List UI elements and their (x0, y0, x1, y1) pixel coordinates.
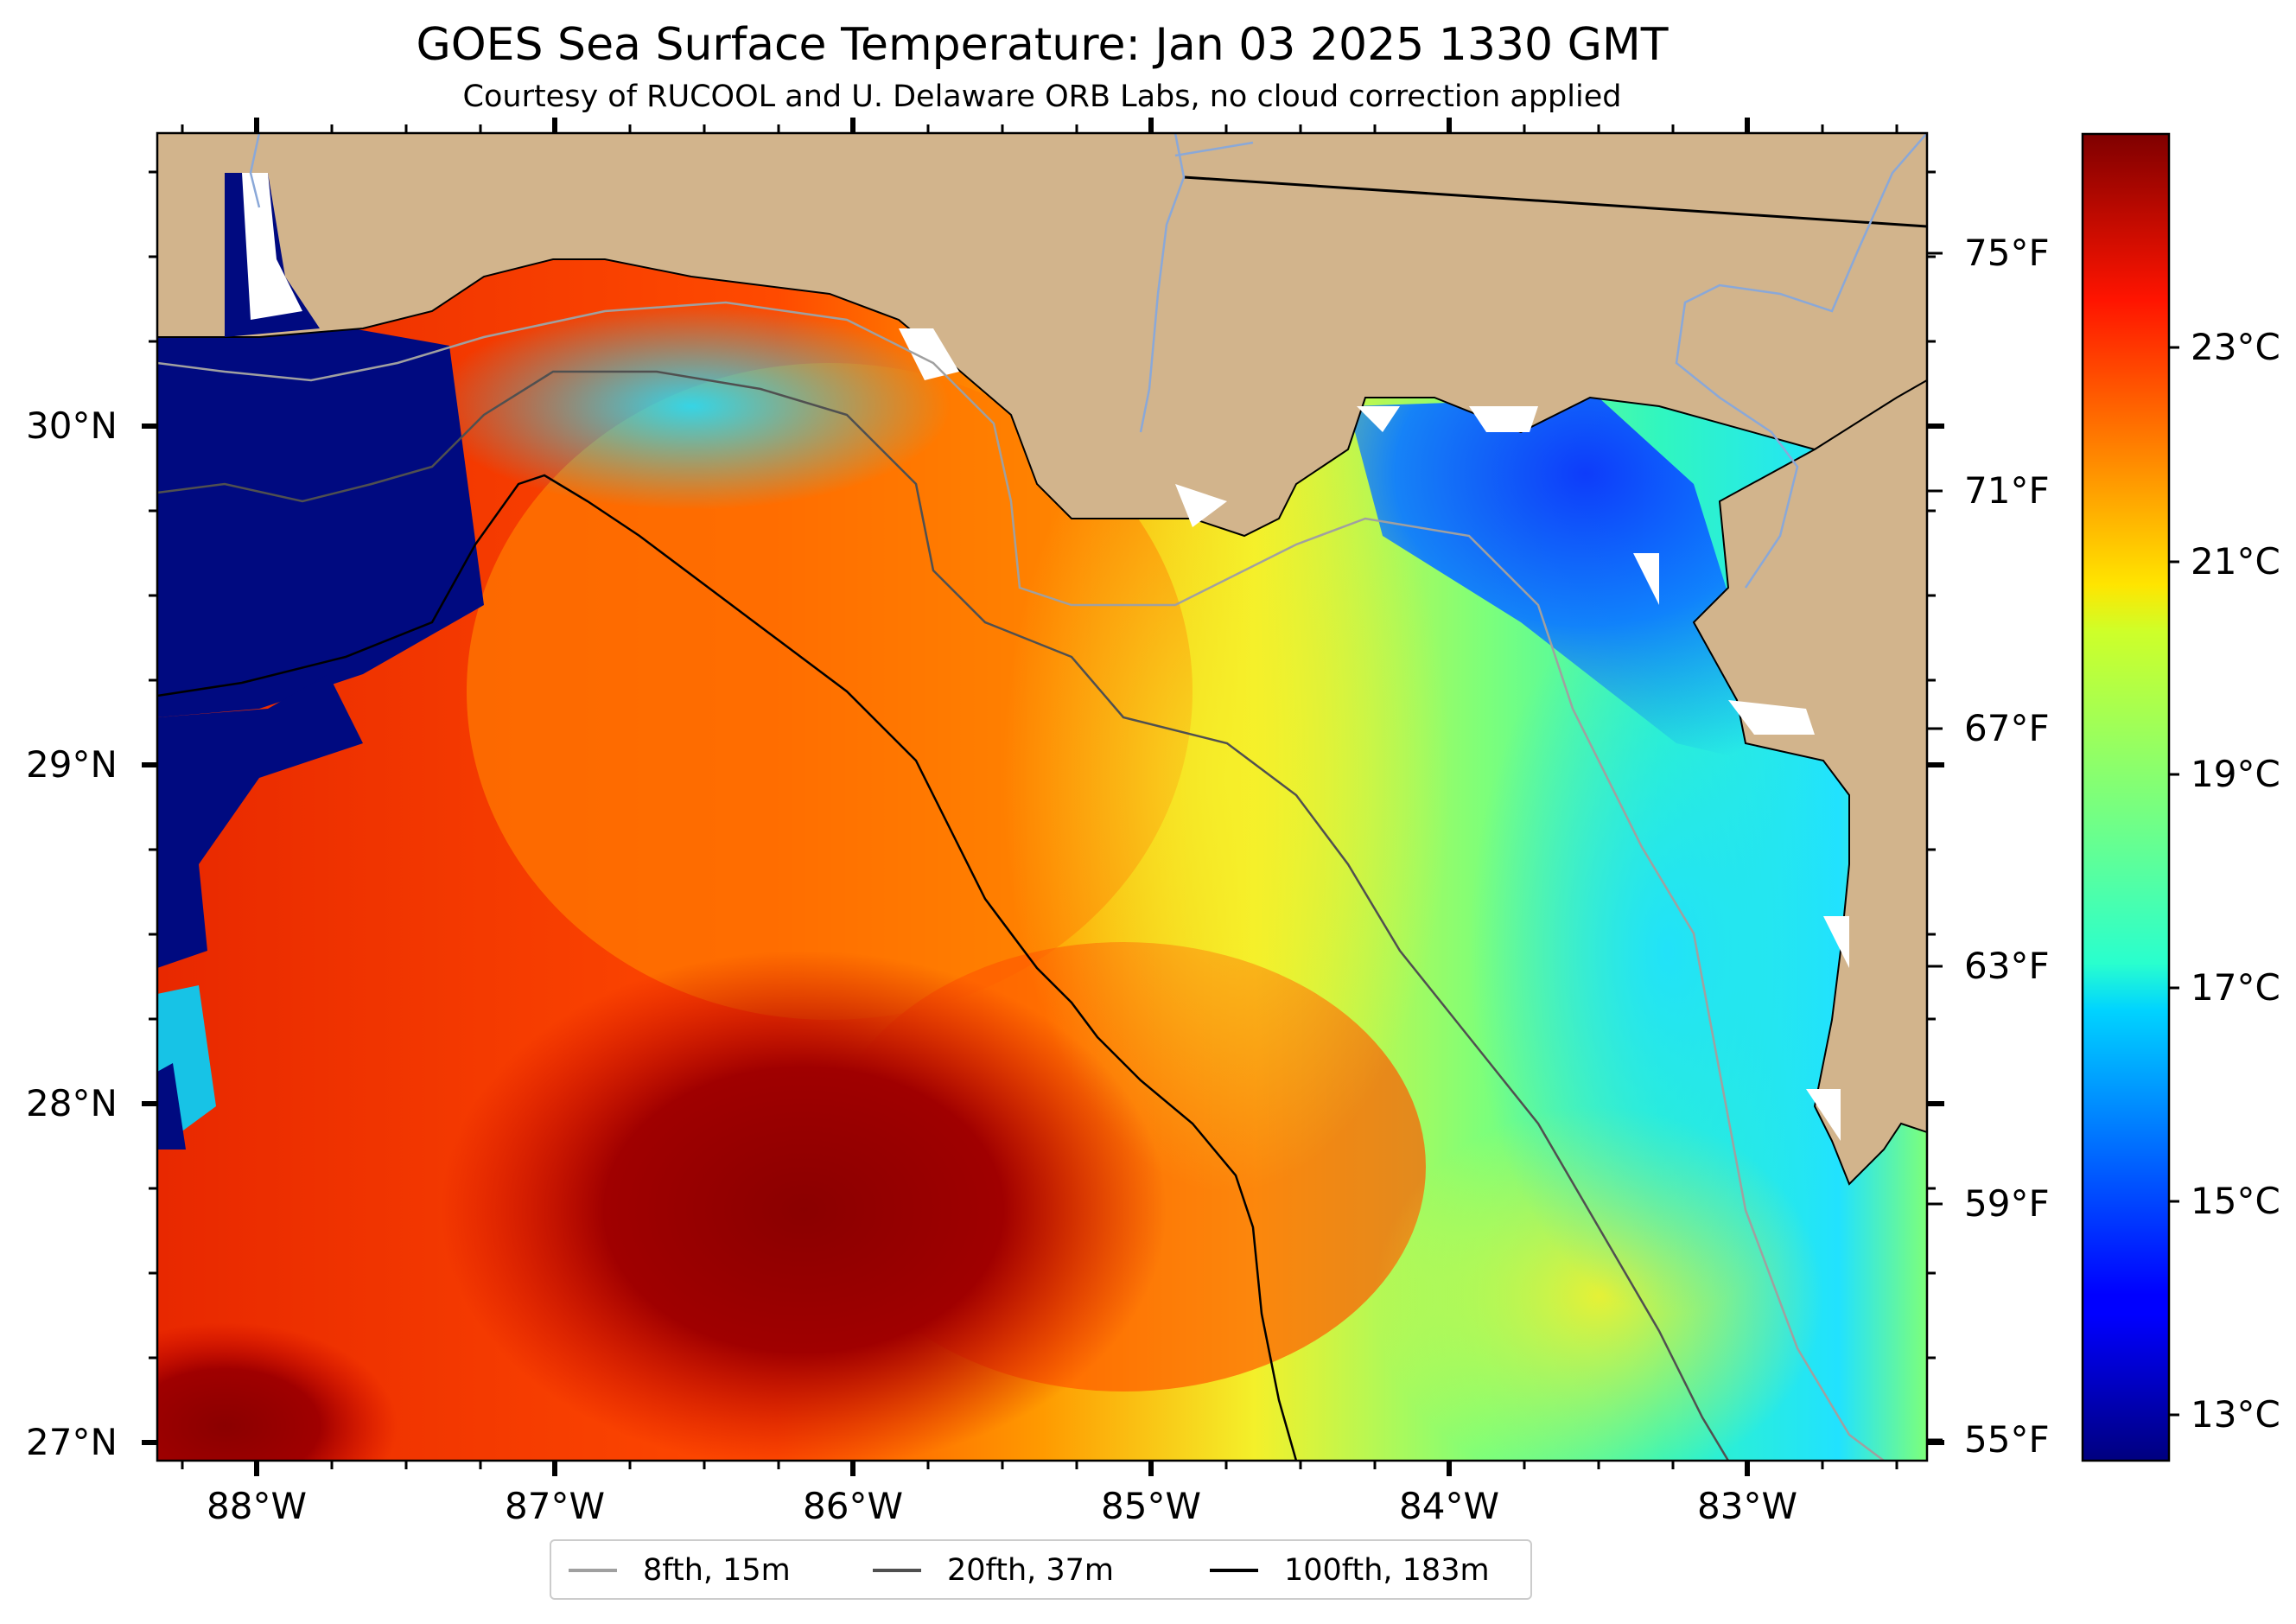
legend-item-8fth: 8fth, 15m (569, 1553, 791, 1588)
f-label-55: 55°F (1964, 1418, 2050, 1461)
land-florida (1692, 379, 1927, 1186)
lat-label-29: 29°N (26, 743, 118, 786)
colorbar-label-13: 13°C (2191, 1393, 2280, 1436)
colorbar-label-21: 21°C (2191, 540, 2280, 583)
colorbar-label-19: 19°C (2191, 753, 2280, 795)
legend-item-20fth: 20fth, 37m (873, 1553, 1114, 1588)
colorbar (2081, 132, 2171, 1462)
land-north (157, 133, 1927, 538)
lon-label-86: 86°W (803, 1485, 903, 1527)
colorbar-label-15: 15°C (2191, 1180, 2280, 1222)
map-area (157, 133, 1927, 1461)
lon-label-83: 83°W (1697, 1485, 1797, 1527)
f-label-67: 67°F (1964, 707, 2050, 749)
lat-ticks (142, 424, 1944, 1445)
lon-label-87: 87°W (505, 1485, 605, 1527)
depth-legend: 8fth, 15m 20fth, 37m 100fth, 183m (550, 1539, 1532, 1600)
lat-label-28: 28°N (26, 1082, 118, 1124)
f-label-59: 59°F (1964, 1182, 2050, 1225)
colorbar-ticks (2169, 346, 2179, 1417)
f-label-63: 63°F (1964, 945, 2050, 987)
lon-label-85: 85°W (1101, 1485, 1201, 1527)
legend-swatch-100fth (1210, 1569, 1258, 1572)
lat-label-30: 30°N (26, 404, 118, 447)
colorbar-label-17: 17°C (2191, 966, 2280, 1009)
map-subtitle: Courtesy of RUCOOL and U. Delaware ORB L… (462, 80, 1622, 114)
f-label-71: 71°F (1964, 469, 2050, 512)
lon-label-84: 84°W (1399, 1485, 1499, 1527)
legend-item-100fth: 100fth, 183m (1210, 1553, 1490, 1588)
legend-swatch-20fth (873, 1569, 921, 1572)
f-label-75: 75°F (1964, 232, 2050, 274)
lon-ticks (254, 118, 1750, 1476)
legend-swatch-8fth (569, 1569, 617, 1572)
legend-label-20fth: 20fth, 37m (947, 1553, 1115, 1588)
colorbar-label-23: 23°C (2191, 326, 2280, 368)
fahrenheit-ticks (1927, 252, 1943, 1442)
legend-label-8fth: 8fth, 15m (643, 1553, 791, 1588)
minor-ticks (149, 124, 1936, 1469)
lon-label-88: 88°W (207, 1485, 307, 1527)
map-title: GOES Sea Surface Temperature: Jan 03 202… (416, 19, 1669, 71)
legend-label-100fth: 100fth, 183m (1284, 1553, 1490, 1588)
lat-label-27: 27°N (26, 1421, 118, 1463)
